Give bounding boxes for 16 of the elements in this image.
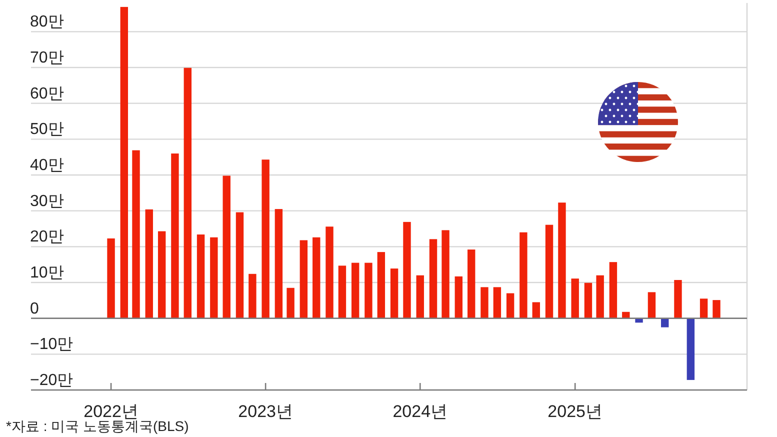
y-tick-label: 0	[30, 300, 39, 318]
x-tick-label: 2024년	[392, 402, 448, 421]
y-tick-label: 60만	[30, 85, 64, 102]
y-tick-label: 20만	[30, 228, 64, 246]
x-tick-label: 2023년	[238, 402, 293, 421]
text: *자료 : 미국 노동통계국(BLS)	[6, 418, 189, 434]
y-tick-label: −10만	[30, 336, 74, 354]
y-tick-label: 30만	[30, 192, 64, 210]
y-tick-label: −20만	[30, 372, 74, 389]
y-tick-label: 10만	[30, 264, 64, 282]
y-tick-label: 70만	[30, 50, 64, 66]
x-tick-label: 2022년	[84, 402, 138, 421]
y-tick-label: 50만	[30, 121, 64, 138]
y-tick-label: 80만	[30, 14, 64, 31]
x-tick-label: 2025년	[548, 402, 603, 421]
y-tick-label: 40만	[30, 157, 64, 174]
